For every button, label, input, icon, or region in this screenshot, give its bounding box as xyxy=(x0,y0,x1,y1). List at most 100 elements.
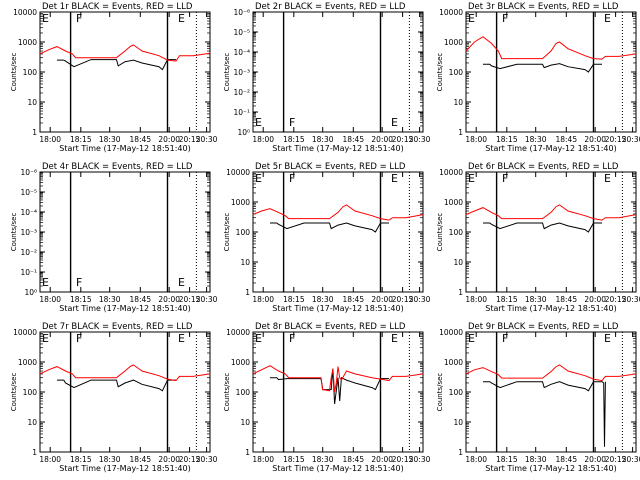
x-tick-label: 18:00 xyxy=(39,295,61,304)
y-tick-label: 100 xyxy=(236,388,251,397)
marker-E: E xyxy=(178,276,185,289)
x-axis-label: Start Time (17-May-12 18:51:40) xyxy=(485,144,616,153)
plot-frame xyxy=(465,11,637,133)
plot-frame xyxy=(39,171,211,293)
x-tick-label: 20:15 xyxy=(179,135,201,144)
x-tick-label: 18:15 xyxy=(70,455,92,464)
x-tick-label: 20:15 xyxy=(605,295,627,304)
events-series-line xyxy=(483,63,602,73)
panel-title: Det 5r BLACK = Events, RED = LLD xyxy=(255,162,406,172)
x-tick-label: 20:00 xyxy=(584,135,606,144)
y-tick-label: 100 xyxy=(23,68,38,77)
y-axis-label: Counts/sec xyxy=(10,373,18,412)
x-tick-label: 18:15 xyxy=(496,135,518,144)
plot-frame xyxy=(252,11,424,133)
y-tick-label: 1000 xyxy=(18,38,37,47)
plot-frame xyxy=(39,331,211,453)
y-tick-label: 10 xyxy=(27,98,37,107)
y-tick-label: 10⁻² xyxy=(233,88,250,97)
y-tick-label: 1 xyxy=(245,288,250,297)
x-tick-label: 20:00 xyxy=(158,455,180,464)
y-tick-label: 1000 xyxy=(444,198,463,207)
x-tick-label: 18:45 xyxy=(555,135,577,144)
marker-E: E xyxy=(391,172,398,185)
marker-F: F xyxy=(76,12,82,25)
x-tick-label: 20:00 xyxy=(584,295,606,304)
x-tick-label: 20:30 xyxy=(409,295,431,304)
plot-frame xyxy=(252,171,424,293)
x-tick-label: 18:00 xyxy=(39,135,61,144)
x-axis-label: Start Time (17-May-12 18:51:40) xyxy=(59,464,190,473)
panel-title: Det 2r BLACK = Events, RED = LLD xyxy=(255,2,406,12)
y-tick-label: 10000 xyxy=(439,328,463,337)
marker-E: E xyxy=(42,332,49,345)
x-tick-label: 18:15 xyxy=(70,135,92,144)
x-tick-label: 20:15 xyxy=(392,135,414,144)
x-tick-label: 18:00 xyxy=(465,295,487,304)
x-tick-label: 18:15 xyxy=(283,135,305,144)
y-tick-label: 1000 xyxy=(444,38,463,47)
y-tick-label: 1 xyxy=(32,128,37,137)
x-tick-label: 20:15 xyxy=(179,455,201,464)
x-axis-label: Start Time (17-May-12 18:51:40) xyxy=(272,144,403,153)
x-tick-label: 20:00 xyxy=(371,455,393,464)
y-axis-label: Counts/sec xyxy=(223,373,231,412)
x-tick-label: 18:00 xyxy=(465,455,487,464)
y-axis-label: Counts/sec xyxy=(10,53,18,92)
x-axis-label: Start Time (17-May-12 18:51:40) xyxy=(59,144,190,153)
y-axis-label: Counts/sec xyxy=(436,53,444,92)
panel-9: Det 9r BLACK = Events, RED = LLD Counts/s… xyxy=(436,322,640,473)
panel-title: Det 7r BLACK = Events, RED = LLD xyxy=(42,322,193,332)
lld-series-line xyxy=(465,364,637,382)
panel-7: Det 7r BLACK = Events, RED = LLD Counts/s… xyxy=(10,322,218,473)
plot-frame xyxy=(465,171,637,293)
y-tick-label: 1 xyxy=(458,448,463,457)
events-series-line xyxy=(483,381,606,447)
y-tick-label: 10 xyxy=(27,418,37,427)
y-tick-label: 1000 xyxy=(231,358,250,367)
plot-frame xyxy=(39,11,211,133)
marker-E: E xyxy=(178,12,185,25)
y-axis-label: Counts/sec xyxy=(436,373,444,412)
y-tick-label: 10⁻¹ xyxy=(233,108,250,117)
x-axis-label: Start Time (17-May-12 18:51:40) xyxy=(59,304,190,313)
lld-series-line xyxy=(252,204,424,221)
x-tick-label: 18:30 xyxy=(99,455,121,464)
marker-E: E xyxy=(604,12,611,25)
y-tick-label: 10⁻⁴ xyxy=(233,48,250,57)
y-tick-label: 10⁻⁵ xyxy=(20,188,37,197)
y-tick-label: 10 xyxy=(453,418,463,427)
panel-title: Det 9r BLACK = Events, RED = LLD xyxy=(468,322,619,332)
x-axis-label: Start Time (17-May-12 18:51:40) xyxy=(485,464,616,473)
x-tick-label: 18:00 xyxy=(465,135,487,144)
marker-E: E xyxy=(255,116,262,129)
marker-E: E xyxy=(178,332,185,345)
x-axis-label: Start Time (17-May-12 18:51:40) xyxy=(272,464,403,473)
y-tick-label: 10⁻⁴ xyxy=(20,208,37,217)
y-tick-label: 1000 xyxy=(231,198,250,207)
x-tick-label: 18:30 xyxy=(99,295,121,304)
x-tick-label: 18:15 xyxy=(496,455,518,464)
x-tick-label: 18:30 xyxy=(525,295,547,304)
plot-frame xyxy=(465,331,637,453)
y-tick-label: 10⁻² xyxy=(20,248,37,257)
y-tick-label: 10000 xyxy=(439,8,463,17)
x-tick-label: 18:45 xyxy=(129,295,151,304)
x-tick-label: 18:15 xyxy=(283,455,305,464)
y-tick-label: 10⁻⁵ xyxy=(233,28,250,37)
panel-5: Det 5r BLACK = Events, RED = LLD Counts/s… xyxy=(223,162,431,313)
x-tick-label: 18:15 xyxy=(70,295,92,304)
x-tick-label: 20:00 xyxy=(371,295,393,304)
marker-E: E xyxy=(255,172,262,185)
x-tick-label: 18:00 xyxy=(252,295,274,304)
y-tick-label: 10⁰ xyxy=(237,128,250,137)
lld-series-line xyxy=(39,364,211,382)
x-tick-label: 20:30 xyxy=(196,135,218,144)
panel-4: Det 4r BLACK = Events, RED = LLD Counts/s… xyxy=(10,162,218,313)
y-tick-label: 100 xyxy=(449,68,464,77)
x-tick-label: 18:00 xyxy=(252,135,274,144)
x-tick-label: 20:00 xyxy=(584,455,606,464)
y-tick-label: 1000 xyxy=(444,358,463,367)
events-series-line xyxy=(57,379,176,392)
